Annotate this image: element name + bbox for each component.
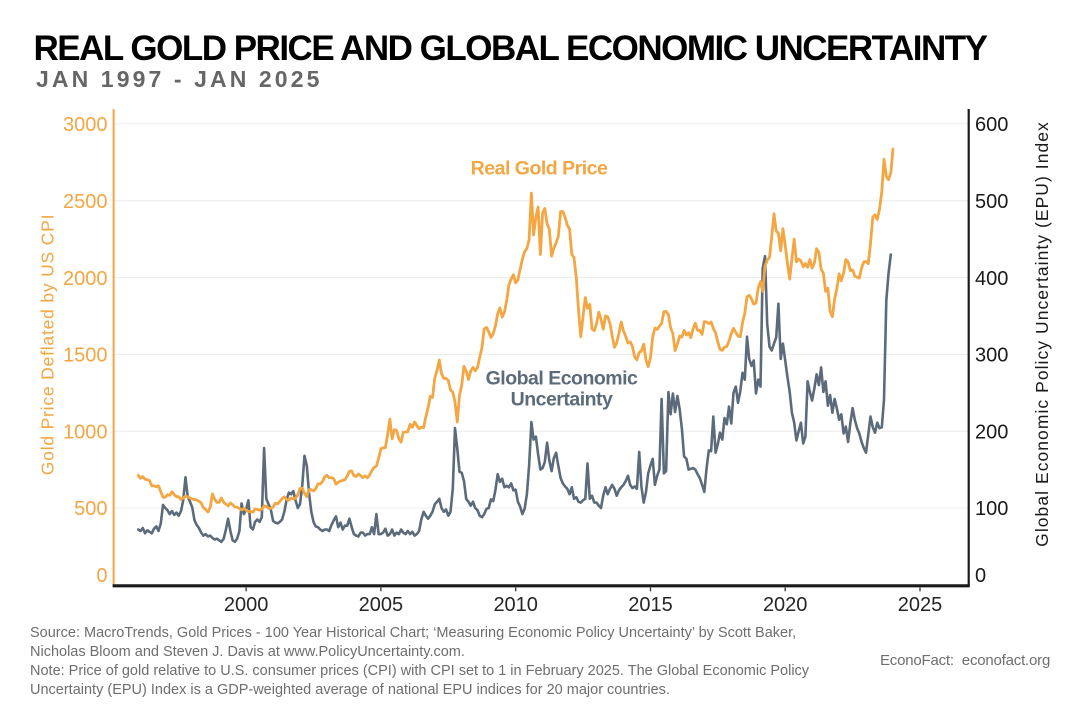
svg-text:600: 600 xyxy=(975,114,1008,136)
svg-text:Uncertainty: Uncertainty xyxy=(511,388,613,410)
svg-text:2000: 2000 xyxy=(224,594,269,616)
svg-text:2010: 2010 xyxy=(493,594,538,616)
svg-text:500: 500 xyxy=(975,191,1008,213)
svg-text:2025: 2025 xyxy=(898,594,943,616)
svg-text:2000: 2000 xyxy=(63,268,108,290)
svg-text:2500: 2500 xyxy=(63,191,108,213)
svg-text:400: 400 xyxy=(975,268,1008,290)
svg-text:0: 0 xyxy=(975,565,986,587)
svg-text:300: 300 xyxy=(975,345,1008,367)
svg-text:200: 200 xyxy=(975,421,1008,443)
svg-text:3000: 3000 xyxy=(63,114,108,136)
svg-text:2020: 2020 xyxy=(763,594,808,616)
svg-text:Global Economic Policy Uncerta: Global Economic Policy Uncertainty (EPU)… xyxy=(1032,121,1052,547)
svg-text:500: 500 xyxy=(74,498,107,520)
svg-text:Global Economic: Global Economic xyxy=(486,368,638,390)
svg-text:Real Gold Price: Real Gold Price xyxy=(471,158,608,180)
svg-text:2005: 2005 xyxy=(359,594,404,616)
svg-text:Gold Price Deflated by US CPI: Gold Price Deflated by US CPI xyxy=(38,214,58,476)
svg-text:1000: 1000 xyxy=(63,421,108,443)
svg-text:1500: 1500 xyxy=(63,345,108,367)
svg-text:0: 0 xyxy=(96,565,107,587)
svg-text:2015: 2015 xyxy=(628,594,673,616)
svg-text:100: 100 xyxy=(975,498,1008,520)
